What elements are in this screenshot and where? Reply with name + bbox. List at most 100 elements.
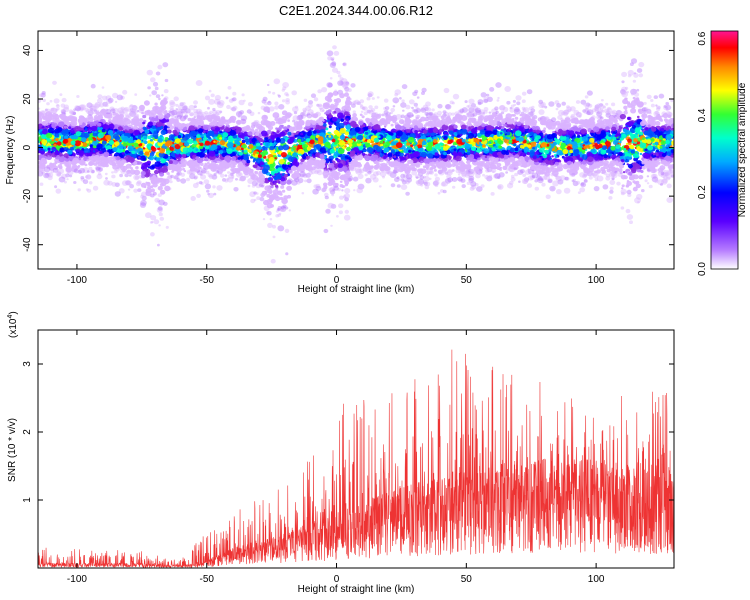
heatmap-cell — [599, 108, 604, 113]
heatmap-cell — [484, 174, 490, 180]
heatmap-cell — [457, 109, 462, 113]
heatmap-cell — [418, 157, 426, 163]
heatmap-cell — [400, 184, 408, 191]
heatmap-cell — [527, 175, 534, 181]
heatmap-cell — [571, 172, 576, 177]
heatmap-cell — [323, 185, 328, 190]
heatmap-cell — [405, 173, 413, 180]
heatmap-cell — [526, 89, 533, 95]
heatmap-cell — [499, 105, 506, 111]
heatmap-cell — [135, 181, 142, 187]
heatmap-cell — [301, 112, 305, 116]
heatmap-cell — [401, 160, 405, 164]
heatmap-cell — [315, 183, 321, 189]
heatmap-cell — [241, 139, 246, 144]
heatmap-cell — [158, 97, 161, 101]
heatmap-cell — [605, 102, 609, 106]
heatmap-cell — [474, 183, 479, 187]
heatmap-cell — [194, 163, 200, 169]
heatmap-cell — [605, 173, 610, 178]
heatmap-cell — [94, 101, 101, 108]
heatmap-cell — [340, 78, 348, 85]
heatmap-cell — [282, 144, 290, 151]
heatmap-cell — [400, 178, 405, 182]
heatmap-cell — [434, 183, 439, 188]
heatmap-cell — [664, 171, 670, 177]
heatmap-cell — [577, 191, 581, 195]
heatmap-cell — [461, 170, 468, 177]
heatmap-cell — [416, 96, 420, 99]
heatmap-cell — [457, 173, 461, 176]
heatmap-cell — [575, 180, 581, 185]
heatmap-cell — [143, 100, 150, 106]
heatmap-cell — [285, 98, 290, 102]
heatmap-cell — [84, 175, 89, 179]
heatmap-cell — [664, 172, 669, 176]
heatmap-cell — [356, 101, 361, 105]
heatmap-cell — [315, 185, 322, 191]
heatmap-cell — [164, 185, 171, 192]
heatmap-cell — [147, 86, 151, 90]
heatmap-cell — [328, 158, 332, 162]
heatmap-cell — [38, 107, 41, 110]
heatmap-cell — [72, 112, 76, 115]
heatmap-cell — [521, 106, 526, 110]
heatmap-cell — [61, 173, 67, 179]
heatmap-cell — [646, 182, 650, 185]
heatmap-cell — [126, 195, 130, 199]
heatmap-cell — [266, 129, 272, 135]
heatmap-cell — [61, 109, 66, 114]
heatmap-cell — [61, 97, 67, 103]
heatmap-cell — [331, 58, 334, 61]
heatmap-cell — [154, 197, 160, 203]
heatmap-cell — [405, 180, 410, 185]
heatmap-cell — [468, 98, 475, 105]
heatmap-cell — [297, 177, 304, 184]
heatmap-cell — [274, 101, 279, 106]
heatmap-cell — [637, 115, 640, 119]
heatmap-cell — [274, 157, 278, 160]
heatmap-cell — [112, 92, 119, 99]
heatmap-cell — [133, 125, 138, 130]
heatmap-cell — [425, 172, 430, 176]
heatmap-cell — [471, 108, 477, 114]
heatmap-cell — [508, 166, 516, 173]
heatmap-cell — [621, 184, 625, 188]
heatmap-cell — [629, 121, 634, 126]
heatmap-cell — [239, 110, 245, 115]
heatmap-cell — [272, 91, 276, 95]
heatmap-cell — [196, 193, 202, 198]
heatmap-cell — [438, 114, 442, 117]
heatmap-cell — [315, 112, 319, 116]
heatmap-cell — [584, 95, 589, 99]
heatmap-cell — [458, 110, 463, 115]
heatmap-cell — [118, 188, 125, 194]
heatmap-cell — [243, 99, 246, 102]
heatmap-cell — [247, 178, 254, 184]
heatmap-cell — [583, 173, 588, 178]
heatmap-cell — [193, 176, 198, 180]
heatmap-cell — [652, 173, 658, 179]
heatmap-cell — [88, 181, 93, 185]
heatmap-cell — [567, 108, 572, 113]
heatmap-cell — [599, 104, 605, 110]
heatmap-cell — [422, 180, 428, 185]
heatmap-cell — [102, 95, 108, 101]
heatmap-cell — [66, 178, 69, 181]
heatmap-cell — [90, 108, 97, 115]
heatmap-cell — [341, 110, 344, 113]
heatmap-cell — [329, 77, 333, 80]
heatmap-cell — [213, 98, 221, 105]
heatmap-cell — [162, 62, 169, 68]
heatmap-cell — [623, 105, 628, 110]
heatmap-cell — [611, 173, 616, 178]
heatmap-cell — [208, 137, 212, 140]
heatmap-cell — [547, 179, 551, 183]
heatmap-cell — [215, 170, 220, 174]
heatmap-cell — [347, 88, 352, 92]
heatmap-cell — [275, 121, 279, 124]
heatmap-cell — [361, 152, 366, 156]
heatmap-cell — [179, 102, 184, 107]
heatmap-cell — [224, 179, 229, 183]
heatmap-cell — [470, 113, 475, 118]
